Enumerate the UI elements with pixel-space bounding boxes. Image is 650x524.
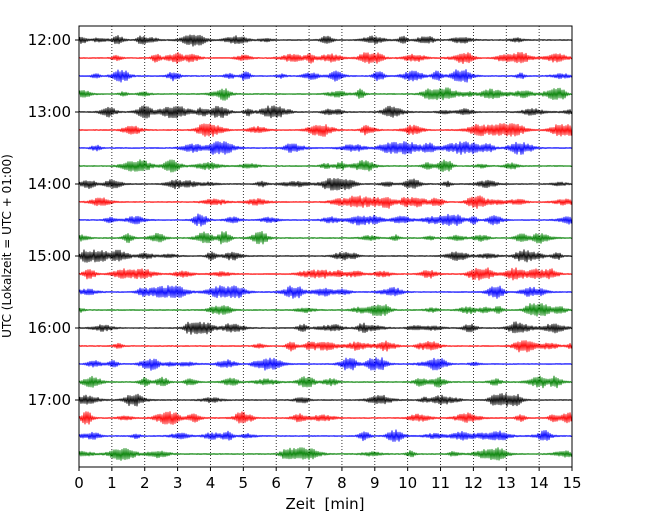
- seismogram-trace: [78, 141, 573, 155]
- seismogram-trace: [78, 249, 573, 263]
- seismogram-trace: [78, 195, 573, 209]
- seismogram-trace: [78, 123, 573, 137]
- seismogram-trace: [78, 357, 573, 371]
- x-tick-label: 8: [337, 474, 347, 492]
- y-tick-label: 15:00: [28, 247, 71, 265]
- seismogram-trace: [78, 177, 573, 191]
- seismogram-trace: [78, 34, 573, 47]
- y-tick-label: 17:00: [28, 391, 71, 409]
- x-tick-label: 5: [239, 474, 249, 492]
- seismogram-trace: [78, 411, 573, 425]
- seismogram-trace: [78, 393, 573, 407]
- x-tick-label: 3: [173, 474, 183, 492]
- seismogram-trace: [78, 340, 573, 353]
- y-tick-label: 14:00: [28, 175, 71, 193]
- seismogram-trace: [78, 51, 573, 65]
- x-tick-label: 10: [398, 474, 417, 492]
- x-tick-label: 6: [271, 474, 281, 492]
- y-tick-label: 13:00: [28, 103, 71, 121]
- seismogram-trace: [78, 267, 573, 281]
- x-axis-ticks: 0 1 2 3 4 5 6 7 8 9 10 11 12 13 14 15: [74, 467, 582, 492]
- x-axis-label: Zeit [min]: [285, 495, 364, 513]
- x-tick-label: 15: [562, 474, 581, 492]
- seismogram-trace: [78, 159, 573, 173]
- seismogram-trace: [78, 285, 573, 299]
- y-axis-ticks: 12:00 13:00 14:00 15:00 16:00 17:00: [28, 31, 79, 409]
- seismogram-trace: [78, 447, 573, 461]
- seismogram-trace: [78, 105, 573, 119]
- trace-group: [78, 34, 573, 461]
- seismogram-trace: [78, 303, 573, 317]
- seismogram-trace: [78, 69, 573, 83]
- x-tick-label: 0: [74, 474, 84, 492]
- seismogram-trace: [78, 231, 573, 245]
- seismogram-trace: [78, 321, 573, 335]
- seismogram-trace: [78, 213, 573, 227]
- x-tick-label: 2: [140, 474, 150, 492]
- plot-frame: [78, 25, 573, 468]
- x-tick-label: 11: [431, 474, 450, 492]
- x-tick-label: 9: [370, 474, 380, 492]
- seismogram-trace: [78, 87, 573, 101]
- y-tick-label: 16:00: [28, 319, 71, 337]
- seismogram-trace: [78, 375, 573, 389]
- x-tick-label: 7: [304, 474, 314, 492]
- seismogram-trace: [78, 429, 573, 442]
- x-tick-label: 13: [497, 474, 516, 492]
- x-tick-label: 1: [107, 474, 117, 492]
- x-tick-label: 4: [206, 474, 216, 492]
- y-tick-label: 12:00: [28, 31, 71, 49]
- x-tick-label: 12: [464, 474, 483, 492]
- x-tick-label: 14: [530, 474, 549, 492]
- y-axis-label: UTC (Lokalzeit = UTC + 01:00): [0, 154, 14, 338]
